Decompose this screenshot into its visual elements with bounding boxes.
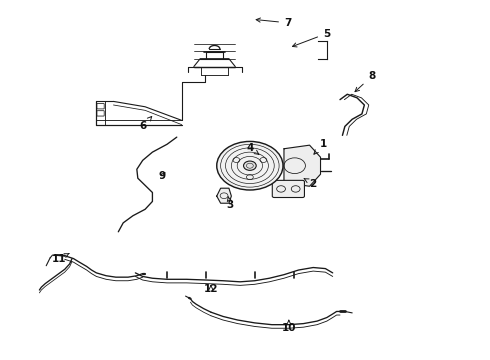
Text: 8: 8 [355, 71, 375, 92]
Text: 3: 3 [227, 197, 234, 210]
Text: 10: 10 [282, 320, 296, 333]
Text: 12: 12 [204, 284, 218, 294]
Text: 9: 9 [159, 171, 166, 181]
Circle shape [244, 161, 256, 170]
FancyBboxPatch shape [272, 180, 304, 198]
Text: 4: 4 [246, 143, 259, 154]
Polygon shape [217, 188, 231, 203]
Text: 1: 1 [314, 139, 326, 154]
Circle shape [217, 141, 283, 190]
Text: 11: 11 [51, 253, 69, 264]
Polygon shape [284, 145, 320, 186]
Text: 6: 6 [139, 117, 152, 131]
Text: 2: 2 [304, 179, 317, 189]
Text: 7: 7 [256, 18, 292, 28]
Text: 5: 5 [293, 28, 330, 47]
